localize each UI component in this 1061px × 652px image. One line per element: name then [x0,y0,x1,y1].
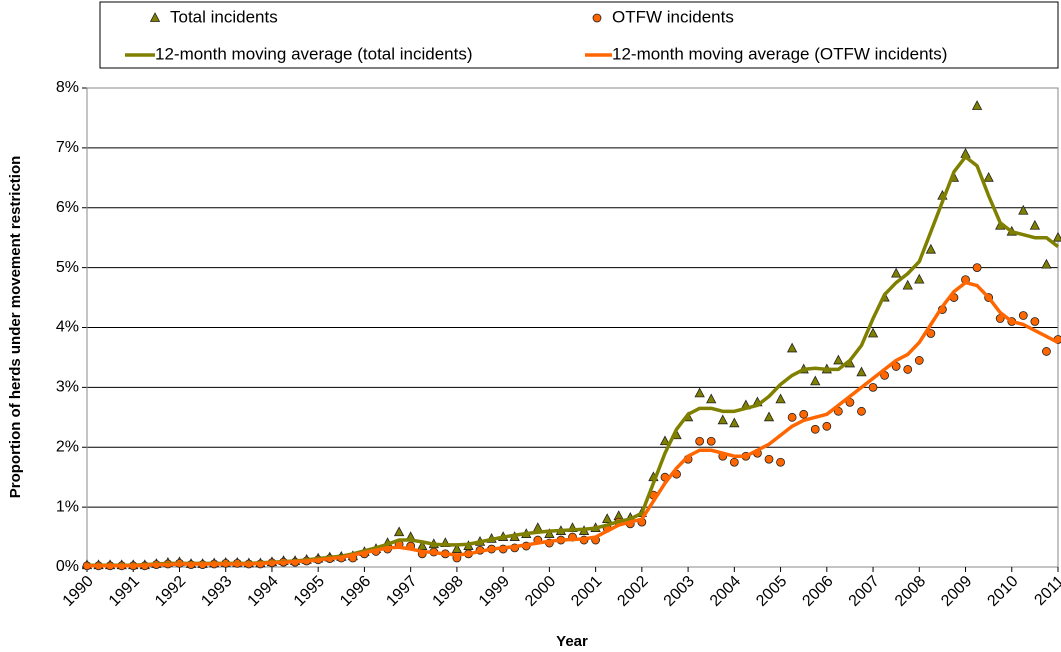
legend-label: 12-month moving average (OTFW incidents) [612,44,947,63]
marker [1030,317,1040,326]
y-tick-label: 1% [56,498,79,515]
x-tick-label: 2010 [984,573,1021,610]
y-tick-label: 6% [56,199,79,216]
x-tick-label: 1997 [383,573,420,610]
marker [903,365,913,374]
marker [729,417,740,428]
marker [706,393,717,404]
moving-average-line [87,155,1060,567]
marker [972,263,982,273]
legend-swatch [592,13,602,23]
marker [983,171,994,182]
marker [776,457,785,467]
marker [451,543,463,553]
x-tick-label: 2002 [614,573,651,610]
marker [1018,204,1029,215]
marker [729,457,739,467]
marker [1052,231,1061,242]
marker [914,273,925,284]
legend-label: OTFW incidents [612,7,734,26]
marker [787,412,797,422]
marker [833,354,844,365]
y-tick-label: 0% [56,558,79,575]
marker [810,375,821,386]
x-tick-label: 2005 [753,573,790,610]
marker [786,342,798,353]
marker [925,243,937,254]
moving-average-line [87,280,1059,568]
legend-box [99,1,1059,69]
marker [868,382,878,392]
x-axis-label: Year [556,633,588,650]
x-tick-label: 2011 [1031,573,1061,609]
x-tick-label: 1992 [152,573,189,610]
x-tick-label: 1995 [291,573,328,610]
y-axis-label: Proportion of herds under movement restr… [7,156,24,499]
marker [891,267,902,278]
marker [659,435,671,446]
marker [764,454,774,464]
marker [602,513,613,523]
x-tick-label: 2001 [568,573,605,610]
x-tick-label: 1998 [430,573,467,610]
x-tick-label: 1999 [476,573,513,610]
x-tick-label: 2004 [707,573,744,610]
y-tick-label: 3% [56,379,79,396]
x-tick-label: 1994 [245,573,282,610]
marker [695,436,705,446]
y-tick-label: 5% [56,259,79,276]
x-tick-label: 1993 [198,573,235,610]
x-tick-label: 1990 [60,573,97,610]
x-tick-label: 2006 [799,573,836,610]
marker [706,436,716,446]
marker [822,421,832,431]
plot-frame [86,87,1059,568]
marker [544,528,555,538]
marker [856,366,867,377]
marker [763,411,775,422]
marker [1041,258,1052,269]
y-tick-label: 4% [56,319,79,336]
marker [799,409,809,419]
y-tick-label: 2% [56,438,79,455]
marker [971,100,983,110]
marker [867,327,879,338]
marker [1018,311,1028,320]
marker [775,393,786,404]
marker [717,414,728,425]
marker [393,526,405,537]
x-tick-label: 2003 [661,573,698,610]
marker [857,406,866,416]
marker [810,424,820,434]
marker [914,356,924,365]
x-tick-label: 2000 [522,573,559,610]
y-tick-label: 8% [56,79,79,96]
x-tick-label: 2009 [938,573,975,610]
marker [902,279,913,290]
x-tick-label: 1996 [337,573,374,610]
legend-label: 12-month moving average (total incidents… [155,44,473,63]
y-tick-label: 7% [56,139,79,156]
legend-label: Total incidents [170,7,278,26]
marker [1029,219,1041,230]
x-tick-label: 2008 [892,573,929,610]
marker [1042,347,1051,356]
x-tick-label: 2007 [846,573,883,610]
x-tick-label: 1991 [106,573,143,610]
legend-swatch [149,12,161,22]
marker [694,387,705,398]
